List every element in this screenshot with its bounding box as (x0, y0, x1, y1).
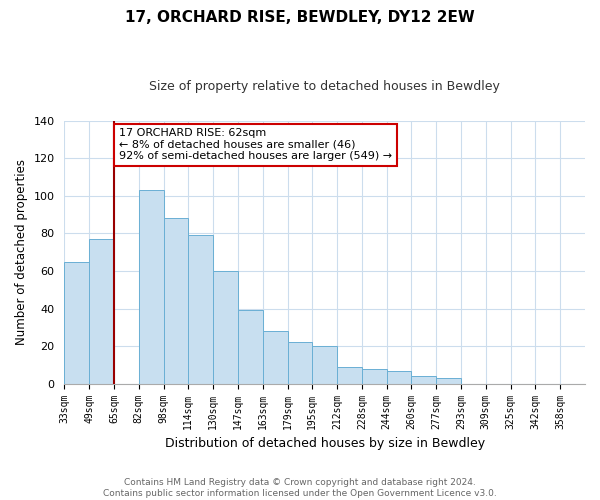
X-axis label: Distribution of detached houses by size in Bewdley: Distribution of detached houses by size … (164, 437, 485, 450)
Y-axis label: Number of detached properties: Number of detached properties (15, 159, 28, 345)
Text: 17 ORCHARD RISE: 62sqm
← 8% of detached houses are smaller (46)
92% of semi-deta: 17 ORCHARD RISE: 62sqm ← 8% of detached … (119, 128, 392, 162)
Bar (89, 239, 114, 384)
Bar (412, 376, 436, 384)
Bar (188, 235, 213, 384)
Bar (164, 218, 188, 384)
Bar (386, 370, 412, 384)
Bar (64, 262, 89, 384)
Bar (436, 378, 461, 384)
Bar (287, 342, 313, 384)
Bar (313, 346, 337, 384)
Bar (263, 331, 287, 384)
Bar (238, 310, 263, 384)
Text: Contains HM Land Registry data © Crown copyright and database right 2024.
Contai: Contains HM Land Registry data © Crown c… (103, 478, 497, 498)
Bar (337, 367, 362, 384)
Bar (362, 368, 386, 384)
Bar (213, 271, 238, 384)
Text: 17, ORCHARD RISE, BEWDLEY, DY12 2EW: 17, ORCHARD RISE, BEWDLEY, DY12 2EW (125, 10, 475, 25)
Bar (139, 190, 164, 384)
Title: Size of property relative to detached houses in Bewdley: Size of property relative to detached ho… (149, 80, 500, 93)
